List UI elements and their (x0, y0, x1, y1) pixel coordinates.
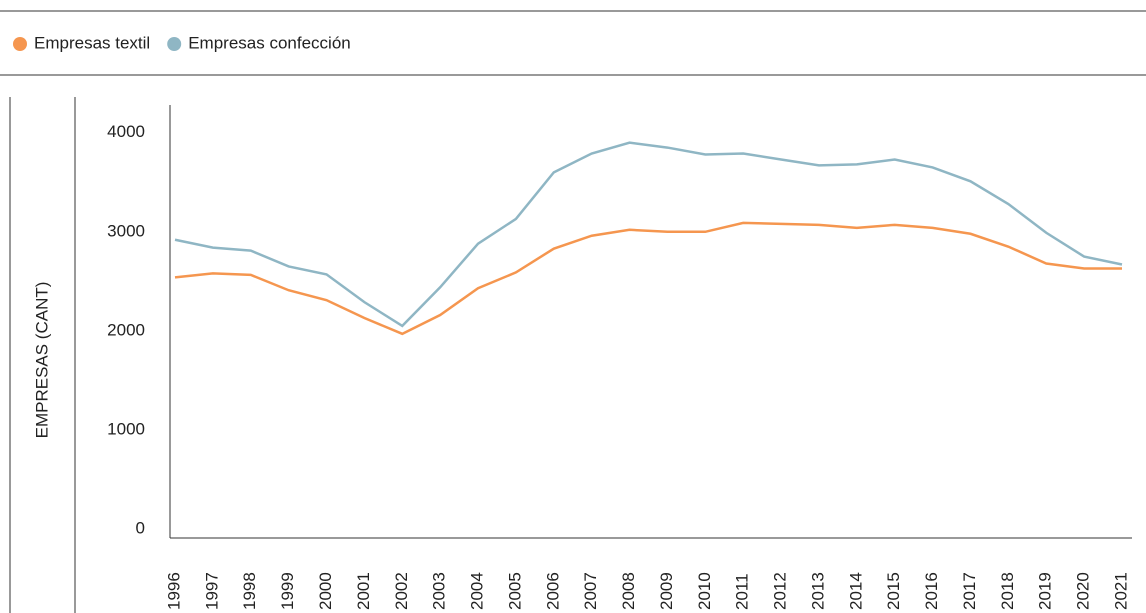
x-tick-label: 2011 (733, 573, 752, 610)
y-tick-label: 4000 (107, 122, 145, 141)
x-tick-label: 2014 (846, 572, 865, 610)
x-tick-label: 2003 (430, 572, 449, 610)
x-tick-label: 2012 (771, 572, 790, 610)
series-line (174, 221, 1122, 336)
x-tick-label: 2001 (354, 572, 373, 610)
x-tick-label: 2009 (657, 572, 676, 610)
x-tick-label: 2019 (1036, 572, 1055, 610)
y-tick-label: 0 (136, 518, 145, 537)
x-tick-label: 2008 (619, 572, 638, 610)
x-tick-label: 2004 (468, 572, 487, 610)
x-tick-label: 2005 (505, 572, 524, 610)
x-tick-label: 2020 (1074, 572, 1093, 610)
y-tick-label: 1000 (107, 419, 145, 438)
x-tick-label: 2017 (960, 572, 979, 610)
x-tick-label: 2000 (316, 572, 335, 610)
x-tick-label: 2016 (922, 572, 941, 610)
x-tick-label: 1996 (164, 572, 183, 610)
x-tick-label: 1997 (202, 572, 221, 610)
x-tick-label: 1999 (278, 572, 297, 610)
series-line (174, 141, 1123, 328)
legend-marker (13, 37, 27, 51)
y-tick-label: 2000 (107, 320, 145, 339)
x-tick-label: 2010 (695, 572, 714, 610)
x-tick-label: 2015 (884, 572, 903, 610)
legend-label: Empresas confección (188, 33, 351, 52)
x-tick-label: 2013 (808, 572, 827, 610)
x-tick-label: 2006 (543, 572, 562, 610)
x-tick-label: 2007 (581, 572, 600, 610)
legend-label: Empresas textil (34, 33, 150, 52)
y-tick-label: 3000 (107, 221, 145, 240)
x-tick-label: 1998 (240, 572, 259, 610)
x-tick-label: 2021 (1111, 572, 1130, 610)
y-axis-label: EMPRESAS (CANT) (32, 282, 51, 439)
x-tick-label: 2002 (392, 572, 411, 610)
legend-marker (167, 37, 182, 51)
x-tick-label: 2018 (998, 572, 1017, 610)
